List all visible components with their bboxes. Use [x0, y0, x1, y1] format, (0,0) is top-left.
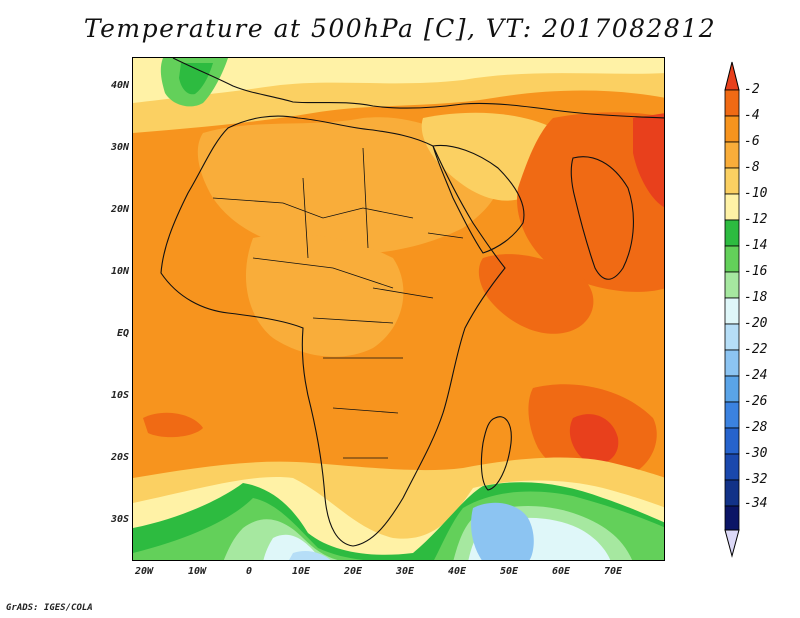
europe-coast [172, 58, 664, 119]
colorbar-swatch [724, 219, 740, 247]
colorbar-label: -12 [744, 212, 768, 227]
lat-label: 10S [110, 390, 129, 401]
lat-label: 40N [110, 80, 129, 91]
colorbar-swatch [724, 245, 740, 273]
lon-label: 20W [134, 566, 154, 577]
colorbar-swatch [724, 401, 740, 429]
hot-sw-indian-core [569, 414, 619, 465]
colorbar [724, 61, 740, 558]
lon-label: 20E [343, 566, 363, 577]
colorbar-swatch [724, 167, 740, 195]
colorbar-label: -32 [744, 472, 768, 487]
hot-arabian-sea [478, 254, 594, 334]
colorbar-label: -20 [744, 316, 768, 331]
lat-label: EQ [116, 328, 129, 339]
lon-label: 40E [447, 566, 467, 577]
temperature-map [133, 58, 664, 560]
lon-label: 0 [245, 566, 253, 577]
hot-west-patch [143, 412, 203, 438]
colorbar-label: -16 [744, 264, 768, 279]
colorbar-label: -4 [744, 108, 760, 123]
colorbar-swatch [724, 271, 740, 299]
grads-credit: GrADS: IGES/COLA [6, 603, 93, 613]
lat-label: 10N [110, 266, 129, 277]
lat-label: 30N [110, 142, 129, 153]
lon-label: 10E [291, 566, 311, 577]
india-outline [570, 156, 634, 280]
colorbar-swatch [724, 115, 740, 143]
band-north-green-dark [179, 63, 213, 95]
lat-label: 20N [110, 204, 129, 215]
colorbar-bottom-arrow [724, 529, 740, 558]
colorbar-label: -34 [744, 496, 768, 511]
map-frame [132, 57, 665, 561]
colorbar-label: -10 [744, 186, 768, 201]
colorbar-label: -28 [744, 420, 768, 435]
colorbar-swatch [724, 349, 740, 377]
colorbar-swatch [724, 427, 740, 455]
colorbar-label: -24 [744, 368, 768, 383]
colorbar-swatch [724, 297, 740, 325]
lon-label: 70E [603, 566, 623, 577]
chart-title: Temperature at 500hPa [C], VT: 201708281… [83, 14, 717, 43]
colorbar-label: -26 [744, 394, 768, 409]
warm-sahara [197, 117, 502, 255]
warm-central-africa [245, 234, 404, 357]
colorbar-swatch [724, 193, 740, 221]
internal-borders [212, 147, 464, 459]
colorbar-swatch [724, 141, 740, 169]
colorbar-label: -8 [744, 160, 760, 175]
band-north-pale [133, 58, 664, 103]
colorbar-label: -18 [744, 290, 768, 305]
africa-outline [160, 115, 506, 547]
lon-label: 30E [395, 566, 415, 577]
colorbar-swatch [724, 323, 740, 351]
hot-india-core [633, 113, 664, 207]
colorbar-swatch [724, 89, 740, 117]
colorbar-label: -6 [744, 134, 760, 149]
band-south-blue-east [471, 502, 534, 560]
lon-label: 10W [187, 566, 207, 577]
arabia-outline [432, 144, 525, 254]
colorbar-label: -14 [744, 238, 768, 253]
colorbar-swatch [724, 505, 740, 531]
colorbar-swatch [724, 479, 740, 507]
lat-label: 30S [110, 514, 129, 525]
madagascar-outline [480, 416, 512, 491]
lon-label: 50E [499, 566, 519, 577]
hot-india [517, 112, 664, 292]
lon-label: 60E [551, 566, 571, 577]
band-south-blue-west [289, 551, 331, 560]
colorbar-top-arrow [724, 61, 740, 91]
colorbar-swatch [724, 453, 740, 481]
colorbar-label: -30 [744, 446, 768, 461]
colorbar-swatch [724, 375, 740, 403]
colorbar-label: -22 [744, 342, 768, 357]
lat-label: 20S [110, 452, 129, 463]
colorbar-label: -2 [744, 82, 760, 97]
